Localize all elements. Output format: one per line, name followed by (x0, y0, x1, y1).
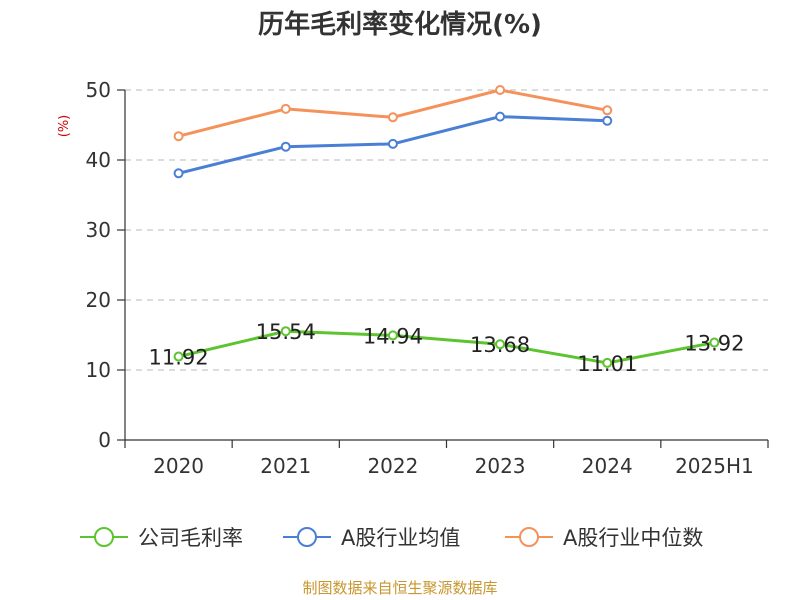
legend: 公司毛利率 A股行业均值 A股行业中位数 (80, 526, 703, 550)
legend-marker-icon (519, 527, 539, 547)
x-tick-label: 2023 (475, 454, 526, 478)
y-tick-label: 40 (86, 148, 111, 172)
y-tick-label: 50 (86, 78, 111, 102)
y-tick-label: 30 (86, 218, 111, 242)
data-point (173, 131, 184, 142)
data-point (602, 357, 613, 368)
data-point (387, 112, 398, 123)
legend-marker-icon (297, 527, 317, 547)
x-tick-label: 2021 (260, 454, 311, 478)
x-tick-label: 2024 (582, 454, 633, 478)
axes: 0 10 20 30 40 50 2020 2021 2022 2023 2024 2025H1 (86, 78, 769, 478)
series-line (177, 329, 716, 365)
chart-title: 历年毛利率变化情况(%) (258, 9, 542, 40)
data-point (602, 115, 613, 126)
data-point (495, 111, 506, 122)
legend-item: A股行业中位数 (505, 526, 703, 550)
x-tick-label: 2020 (153, 454, 204, 478)
legend-label: A股行业中位数 (563, 526, 703, 550)
series-lines (173, 85, 720, 368)
data-label: 15.54 (256, 320, 316, 344)
y-axis-unit-label: (%) (57, 115, 72, 138)
data-point (173, 351, 184, 362)
data-point (387, 138, 398, 149)
source-note: 制图数据来自恒生聚源数据库 (302, 579, 497, 597)
data-point (280, 326, 291, 337)
data-point (602, 105, 613, 116)
legend-item: A股行业均值 (283, 526, 460, 550)
data-label: 11.92 (149, 346, 209, 370)
data-point (495, 339, 506, 350)
legend-label: 公司毛利率 (138, 526, 243, 550)
data-point (280, 103, 291, 114)
data-labels: 11.92 15.54 14.94 13.68 11.01 13.92 (149, 320, 745, 376)
x-tick-label: 2022 (367, 454, 418, 478)
data-label: 13.68 (470, 333, 530, 357)
x-tick-label: 2025H1 (675, 454, 754, 478)
y-tick-label: 0 (98, 428, 111, 452)
data-point (173, 168, 184, 179)
y-tick-label: 20 (86, 288, 111, 312)
y-tick-label: 10 (86, 358, 111, 382)
grid-lines (125, 89, 768, 371)
data-label: 11.01 (577, 352, 637, 376)
data-point (280, 141, 291, 152)
data-label: 13.92 (684, 332, 744, 356)
data-point (387, 330, 398, 341)
legend-item: 公司毛利率 (80, 526, 243, 550)
data-point (709, 337, 720, 348)
data-point (495, 85, 506, 95)
legend-marker-icon (94, 527, 114, 547)
legend-label: A股行业均值 (341, 526, 460, 550)
data-label: 14.94 (363, 324, 423, 348)
